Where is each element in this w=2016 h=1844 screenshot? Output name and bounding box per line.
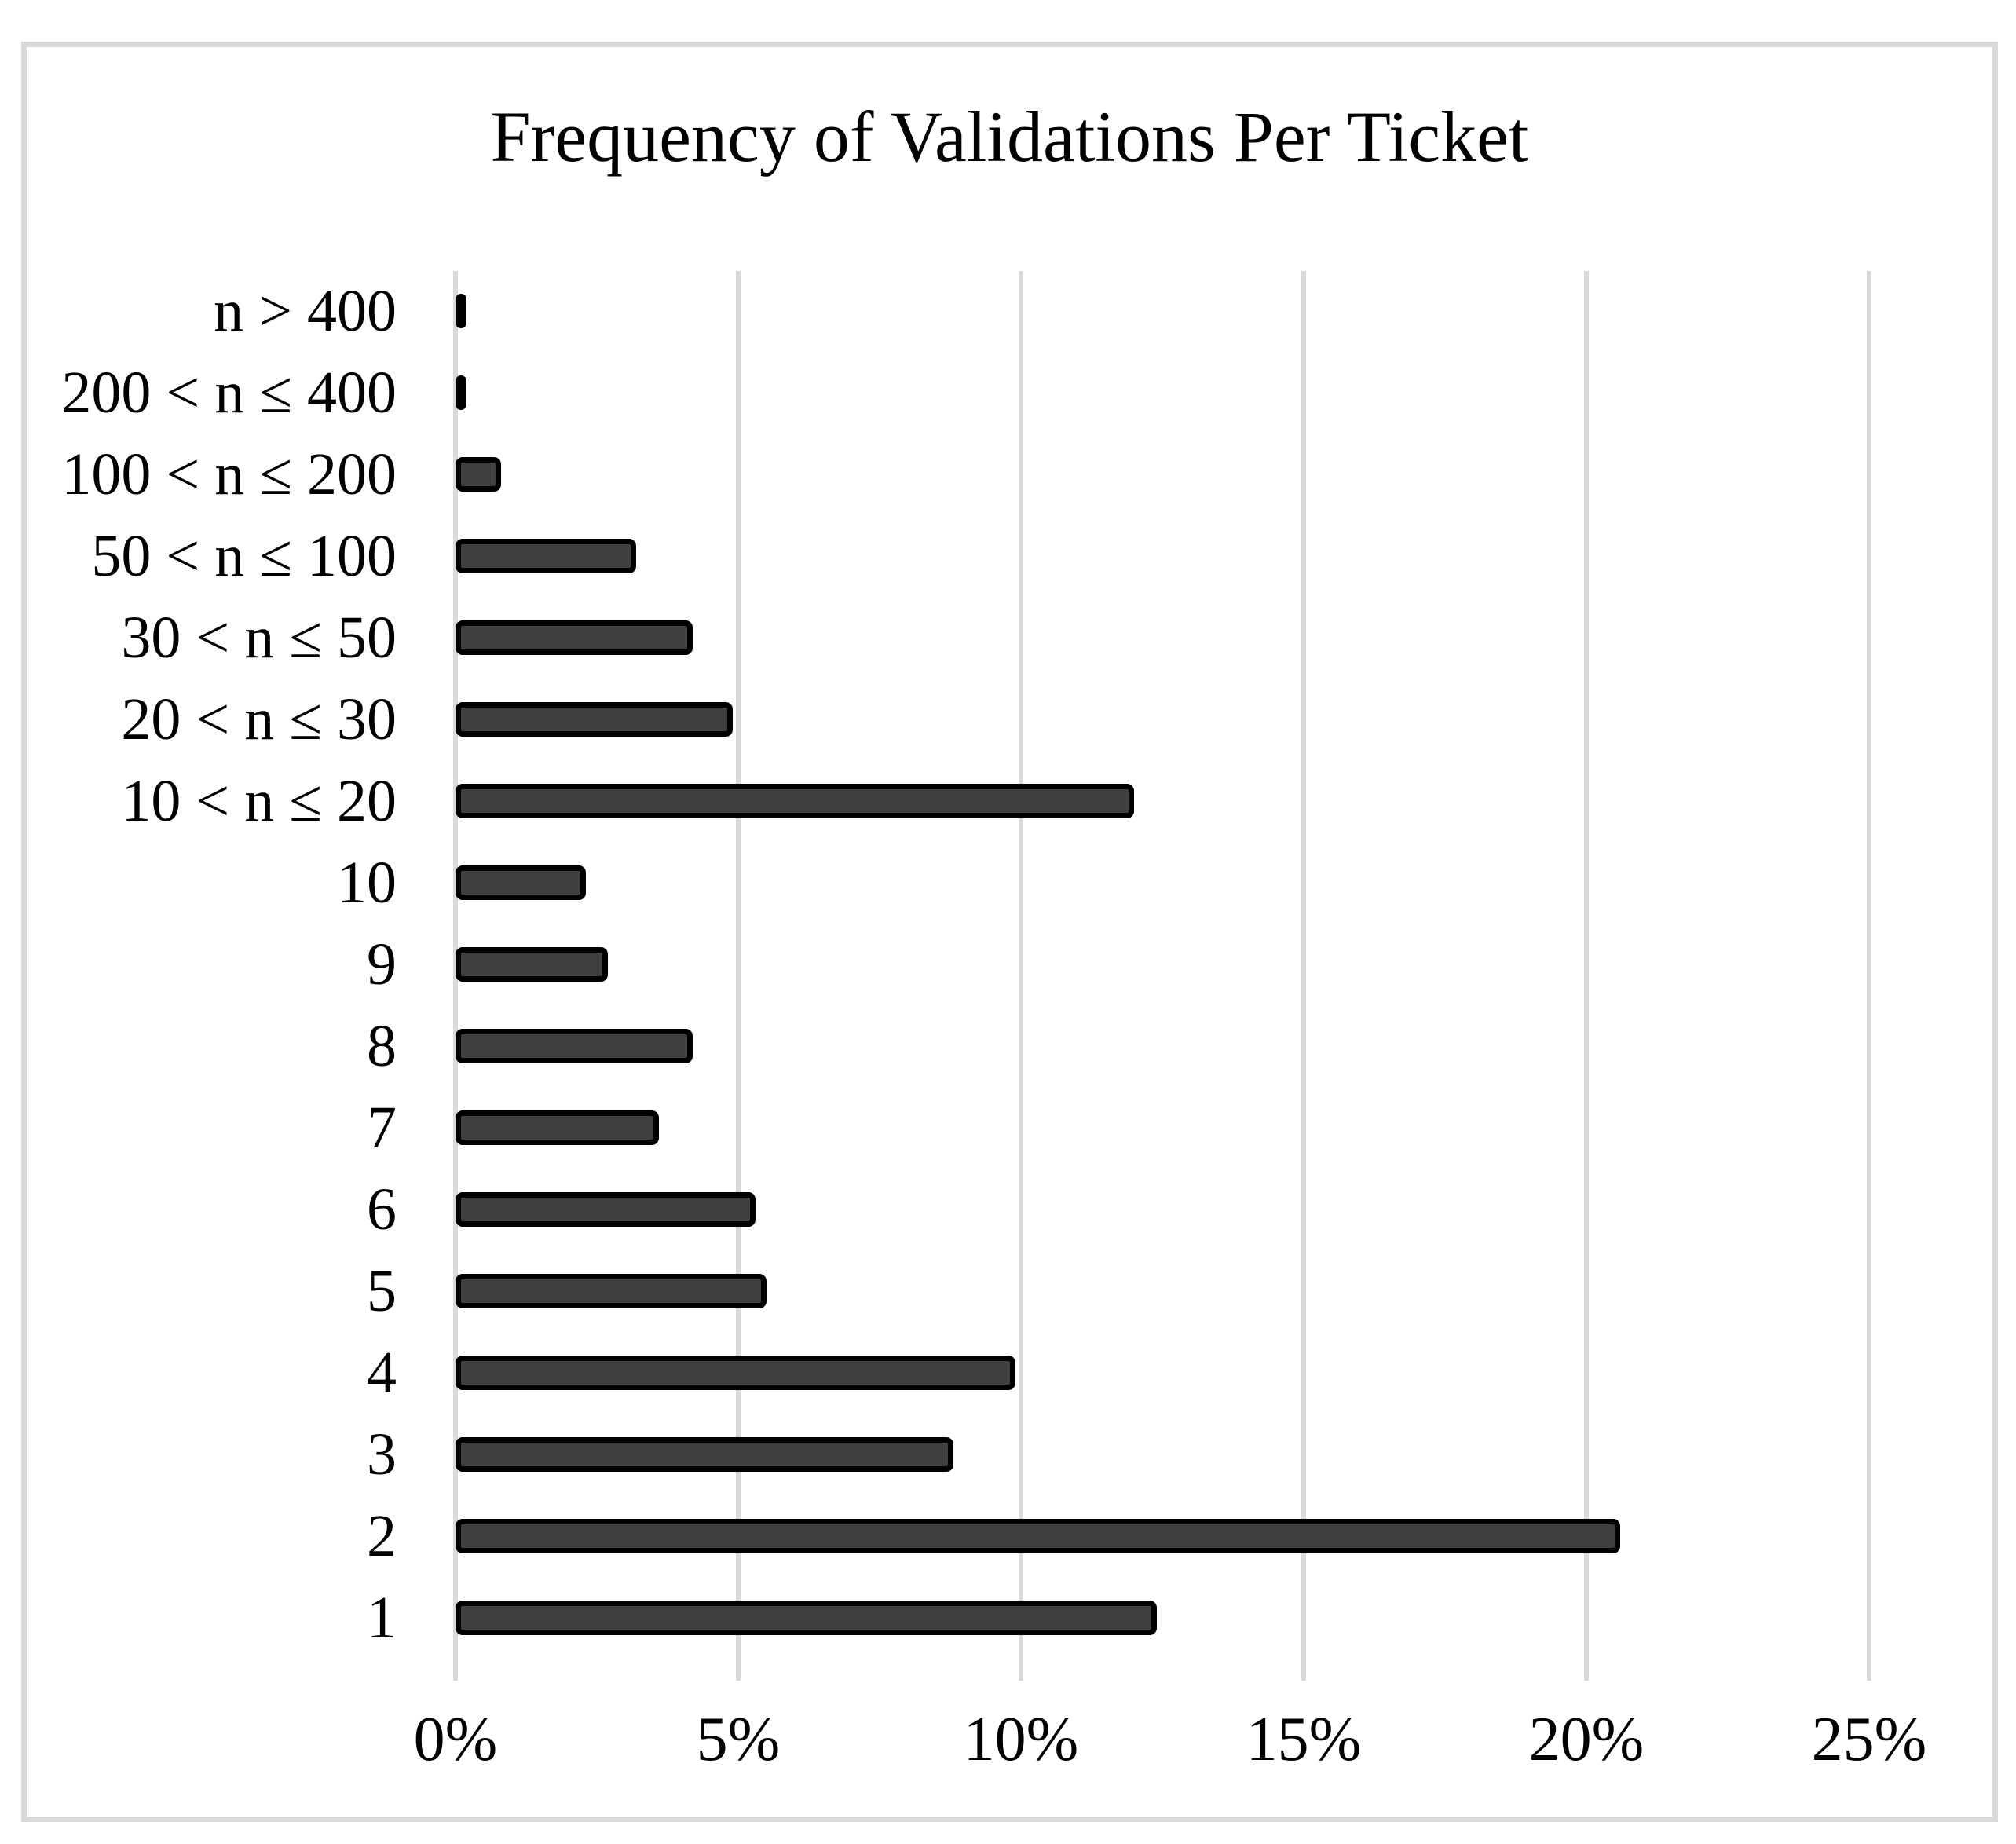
bar (456, 620, 693, 655)
gridline (1019, 271, 1023, 1681)
bar (456, 947, 608, 982)
bar (456, 1519, 1620, 1553)
bar (456, 375, 466, 410)
bar (456, 1274, 767, 1308)
gridline (1301, 271, 1306, 1681)
bar (456, 1192, 756, 1227)
category-label: 10 < n ≤ 20 (121, 768, 397, 834)
category-label: 3 (367, 1421, 397, 1487)
chart-title: Frequency of Validations Per Ticket (490, 97, 1529, 177)
gridline (1584, 271, 1589, 1681)
bar (456, 1029, 693, 1063)
x-axis-tick-label: 20% (1528, 1705, 1645, 1774)
bar (456, 865, 586, 900)
bar (456, 1110, 659, 1145)
category-label: n > 400 (214, 278, 397, 344)
bar (456, 1437, 953, 1472)
category-label: 9 (367, 931, 397, 997)
bar (456, 457, 501, 492)
category-label: 1 (367, 1585, 397, 1651)
x-axis-tick-label: 25% (1811, 1705, 1927, 1774)
category-label: 8 (367, 1013, 397, 1079)
category-label: 6 (367, 1176, 397, 1242)
gridline (736, 271, 741, 1681)
category-label: 50 < n ≤ 100 (91, 523, 397, 589)
x-axis-tick-label: 15% (1246, 1705, 1362, 1774)
bar (456, 1356, 1015, 1390)
x-axis-tick-label: 0% (413, 1705, 498, 1774)
bar (456, 784, 1134, 818)
bar (456, 1601, 1157, 1635)
category-label: 20 < n ≤ 30 (121, 686, 397, 752)
category-label: 7 (367, 1095, 397, 1161)
category-label: 100 < n ≤ 200 (61, 441, 397, 507)
category-label: 200 < n ≤ 400 (61, 360, 397, 426)
category-label: 5 (367, 1258, 397, 1324)
bar (456, 702, 733, 737)
category-label: 10 (337, 850, 397, 916)
bar (456, 294, 466, 328)
category-label: 30 < n ≤ 50 (121, 605, 397, 671)
bar (456, 539, 636, 573)
x-axis-tick-label: 5% (696, 1705, 781, 1774)
category-label: 4 (367, 1340, 397, 1406)
category-label: 2 (367, 1503, 397, 1569)
x-axis-tick-label: 10% (963, 1705, 1079, 1774)
gridline (1867, 271, 1871, 1681)
